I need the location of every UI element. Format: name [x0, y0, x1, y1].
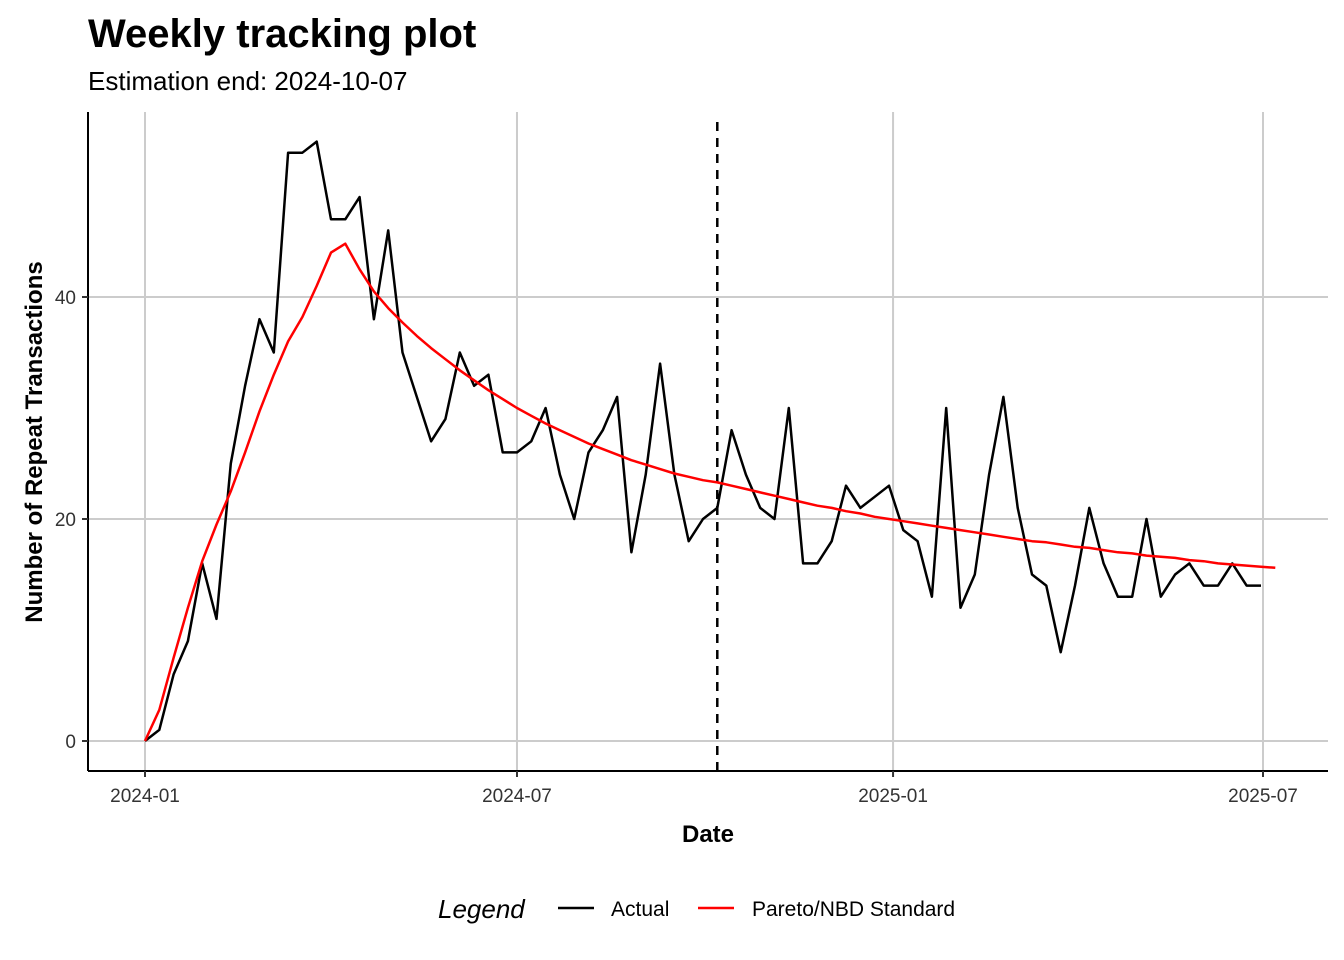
- legend-label-actual: Actual: [611, 898, 669, 921]
- x-tick-label: 2025-01: [858, 786, 928, 807]
- y-axis-label: Number of Repeat Transactions: [21, 261, 48, 622]
- legend-title: Legend: [438, 894, 526, 924]
- x-tick-label: 2024-01: [110, 786, 180, 807]
- chart-title: Weekly tracking plot: [88, 12, 476, 56]
- x-axis-label: Date: [682, 821, 734, 848]
- y-tick-label: 40: [55, 288, 76, 309]
- series-model-line: [143, 242, 1276, 742]
- chart-subtitle: Estimation end: 2024-10-07: [88, 66, 407, 96]
- series-actual-line: [144, 140, 1261, 742]
- y-tick-label: 0: [65, 732, 76, 753]
- x-tick-label: 2024-07: [482, 786, 552, 807]
- legend: Legend Actual Pareto/NBD Standard: [438, 894, 955, 924]
- legend-label-model: Pareto/NBD Standard: [752, 898, 955, 921]
- y-tick-label: 20: [55, 510, 76, 531]
- x-tick-label: 2025-07: [1228, 786, 1298, 807]
